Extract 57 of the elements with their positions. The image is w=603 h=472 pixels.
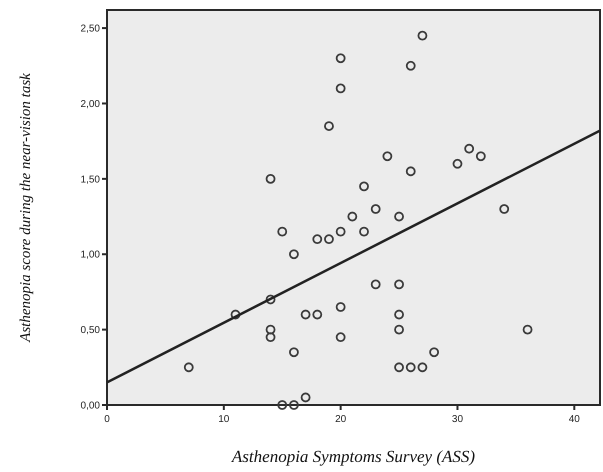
point xyxy=(324,234,334,244)
point xyxy=(382,151,392,162)
point xyxy=(336,226,346,237)
x-tick-label: 20 xyxy=(335,414,347,425)
y-tick-label: 0,50 xyxy=(80,325,100,336)
point xyxy=(266,324,276,335)
point xyxy=(418,362,428,372)
y-tick-label: 2,00 xyxy=(80,98,100,110)
point xyxy=(289,400,299,410)
point xyxy=(289,249,299,260)
point xyxy=(522,324,532,335)
point xyxy=(370,204,381,214)
point xyxy=(370,279,381,290)
point xyxy=(336,53,346,64)
point xyxy=(336,332,346,342)
point xyxy=(452,158,462,169)
y-tick-label: 1,50 xyxy=(80,174,100,186)
point xyxy=(359,226,369,237)
point xyxy=(300,310,310,320)
x-tick-label: 10 xyxy=(218,414,230,425)
point xyxy=(324,121,334,131)
x-tick-label: 40 xyxy=(568,414,580,425)
point xyxy=(499,204,510,214)
point xyxy=(336,302,346,312)
point xyxy=(277,400,288,410)
point xyxy=(476,151,486,162)
point xyxy=(312,234,322,244)
point xyxy=(394,279,404,290)
y-tick-label: 1,00 xyxy=(80,250,100,261)
point xyxy=(266,174,276,184)
x-tick-label: 0 xyxy=(104,414,110,425)
point xyxy=(184,362,194,372)
point xyxy=(394,212,404,222)
point xyxy=(394,362,404,372)
point xyxy=(230,310,240,320)
point xyxy=(347,212,358,222)
point xyxy=(266,294,276,304)
point xyxy=(406,60,416,71)
point xyxy=(406,166,416,176)
point xyxy=(394,324,404,335)
point xyxy=(394,310,404,320)
y-axis-title: Asthenopia score during the near-vision task xyxy=(18,72,34,343)
point xyxy=(429,347,440,358)
y-tick-label: 2,50 xyxy=(80,24,100,35)
point xyxy=(336,83,346,94)
y-tick-label: 0,00 xyxy=(80,400,100,412)
point xyxy=(300,392,310,402)
point xyxy=(266,332,276,342)
x-axis-title: Asthenopia Symptoms Survey (ASS) xyxy=(230,447,476,466)
point xyxy=(464,144,474,154)
point xyxy=(406,362,416,372)
point xyxy=(277,226,288,237)
point xyxy=(418,30,428,41)
x-tick-label: 30 xyxy=(452,414,464,425)
point xyxy=(359,181,369,192)
point xyxy=(289,347,299,358)
point xyxy=(312,310,322,320)
